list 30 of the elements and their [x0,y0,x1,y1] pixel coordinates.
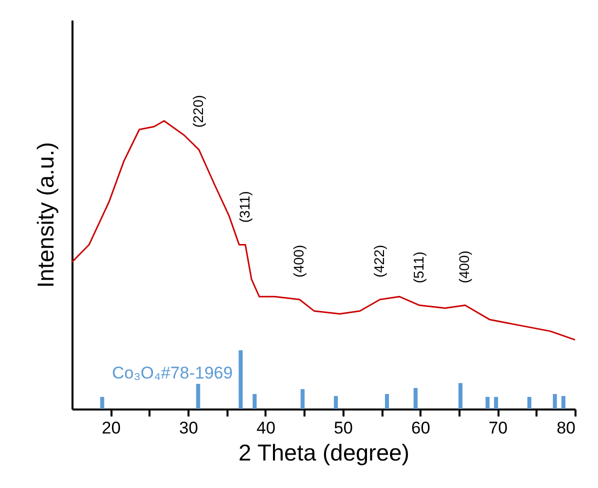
bar [384,394,389,409]
bar [561,396,566,409]
bar [238,350,243,409]
x-tick-label: 50 [334,418,353,438]
bar [334,396,338,409]
x-tick-label: 80 [556,418,576,438]
bar [486,396,490,409]
annotation: (511) [410,252,426,284]
bar [414,388,418,409]
bar [300,389,305,409]
x-axis-title: 2 Theta (degree) [238,440,410,466]
bar [252,394,257,409]
x-tick-label: 40 [256,418,276,438]
annotation: (400) [290,244,307,278]
annotation: (220) [190,94,206,128]
x-tick-label: 30 [179,418,198,438]
x-tick-label: 20 [102,418,121,438]
annotation: (311) [236,191,252,223]
bar [552,394,557,409]
bar [527,396,532,409]
x-tick-label: 70 [488,418,508,438]
annotation: (400) [456,250,472,284]
series-label: Co₃O₄#78-1969 [112,364,233,383]
annotation: (422) [370,244,387,278]
bar [100,396,104,409]
bar [196,384,200,409]
bar [458,383,462,409]
bar [494,396,498,409]
y-axis-title: Intensity (a.u.) [32,142,58,288]
x-tick-label: 60 [411,418,430,438]
